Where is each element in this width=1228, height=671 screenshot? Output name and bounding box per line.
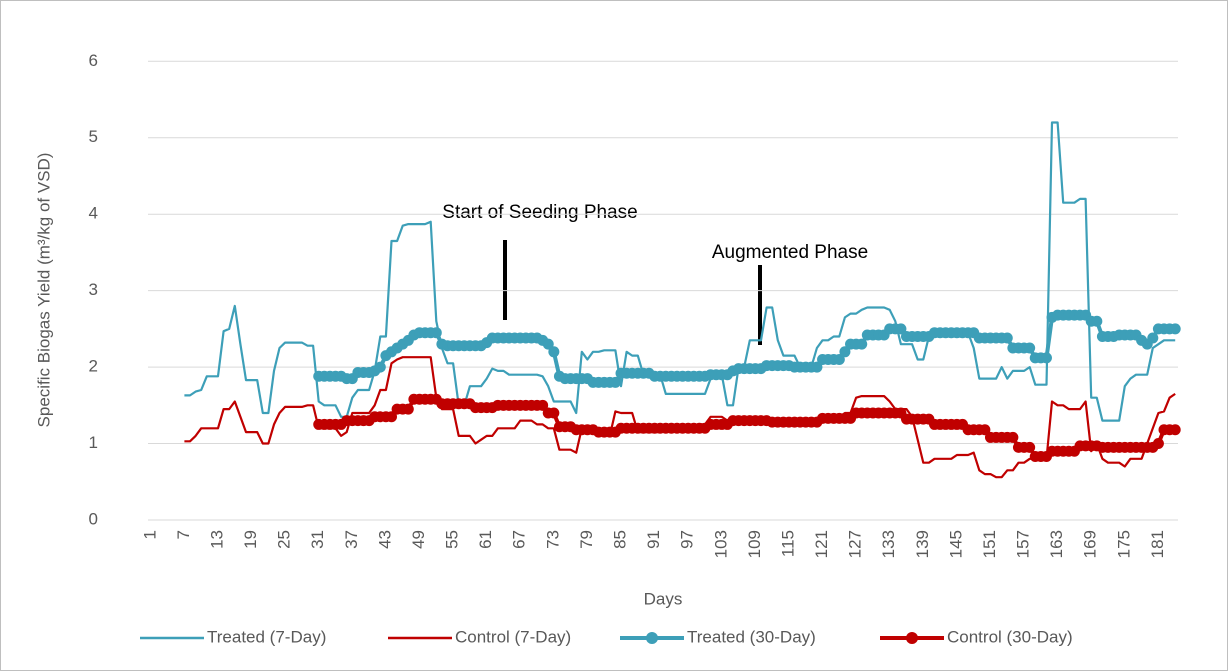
x-tick-label: 181 [1148, 530, 1167, 558]
point [548, 407, 560, 419]
point [374, 361, 386, 373]
x-tick-label: 103 [711, 530, 730, 558]
point [1091, 315, 1103, 327]
y-tick-label: 6 [89, 51, 98, 70]
x-tick-label: 61 [476, 530, 495, 549]
x-tick-label: 25 [275, 530, 294, 549]
annotation: Augmented Phase [712, 242, 868, 263]
point [1001, 332, 1013, 344]
x-tick-label: 145 [946, 530, 965, 558]
legend-label: Control (30-Day) [947, 627, 1073, 646]
x-tick-label: 79 [577, 530, 596, 549]
y-tick-label: 4 [89, 204, 98, 223]
x-tick-label: 37 [342, 530, 361, 549]
legend-marker [906, 632, 918, 644]
x-tick-label: 97 [678, 530, 697, 549]
x-tick-label: 133 [879, 530, 898, 558]
x-tick-label: 31 [308, 530, 327, 549]
point [548, 346, 560, 358]
x-axis-label: Days [644, 589, 683, 608]
point [1024, 441, 1036, 453]
x-tick-label: 1 [140, 530, 159, 539]
point [386, 411, 398, 423]
series-line [184, 121, 1176, 422]
y-axis-label: Specific Biogas Yield (m³/kg of VSD) [34, 153, 53, 428]
x-tick-label: 163 [1047, 530, 1066, 558]
x-tick-label: 127 [846, 530, 865, 558]
x-tick-label: 67 [510, 530, 529, 549]
legend-label: Control (7-Day) [455, 627, 571, 646]
x-tick-label: 43 [375, 530, 394, 549]
y-tick-label: 0 [89, 509, 98, 528]
x-tick-label: 151 [980, 530, 999, 558]
x-tick-label: 85 [611, 530, 630, 549]
x-tick-label: 19 [241, 530, 260, 549]
x-tick-label: 49 [409, 530, 428, 549]
x-tick-label: 91 [644, 530, 663, 549]
point [609, 376, 621, 388]
point [1024, 342, 1036, 354]
y-tick-label: 2 [89, 357, 98, 376]
point [1169, 424, 1181, 436]
point [811, 361, 823, 373]
x-tick-label: 115 [778, 530, 797, 557]
point [537, 399, 549, 411]
legend-marker [646, 632, 658, 644]
y-tick-label: 3 [89, 280, 98, 299]
point [1169, 323, 1181, 335]
x-tick-label: 73 [543, 530, 562, 549]
point [1147, 332, 1159, 344]
x-tick-label: 157 [1014, 530, 1033, 558]
x-tick-label: 7 [174, 530, 193, 539]
y-tick-label: 1 [89, 433, 98, 452]
annotation: Start of Seeding Phase [442, 202, 637, 223]
point [895, 323, 907, 335]
point [1040, 352, 1052, 364]
point [1152, 438, 1164, 450]
x-tick-label: 139 [913, 530, 932, 558]
legend-label: Treated (30-Day) [687, 627, 816, 646]
legend-label: Treated (7-Day) [207, 627, 326, 646]
x-tick-label: 169 [1081, 530, 1100, 558]
point [1007, 431, 1019, 443]
x-tick-label: 121 [812, 530, 831, 558]
x-tick-label: 55 [443, 530, 462, 549]
point [833, 353, 845, 365]
x-tick-label: 175 [1114, 530, 1133, 558]
point [839, 346, 851, 358]
point [856, 338, 868, 350]
x-tick-label: 13 [207, 530, 226, 549]
point [430, 327, 442, 339]
point [542, 338, 554, 350]
point [979, 424, 991, 436]
y-tick-label: 5 [89, 127, 98, 146]
x-tick-label: 109 [745, 530, 764, 558]
point [402, 403, 414, 415]
